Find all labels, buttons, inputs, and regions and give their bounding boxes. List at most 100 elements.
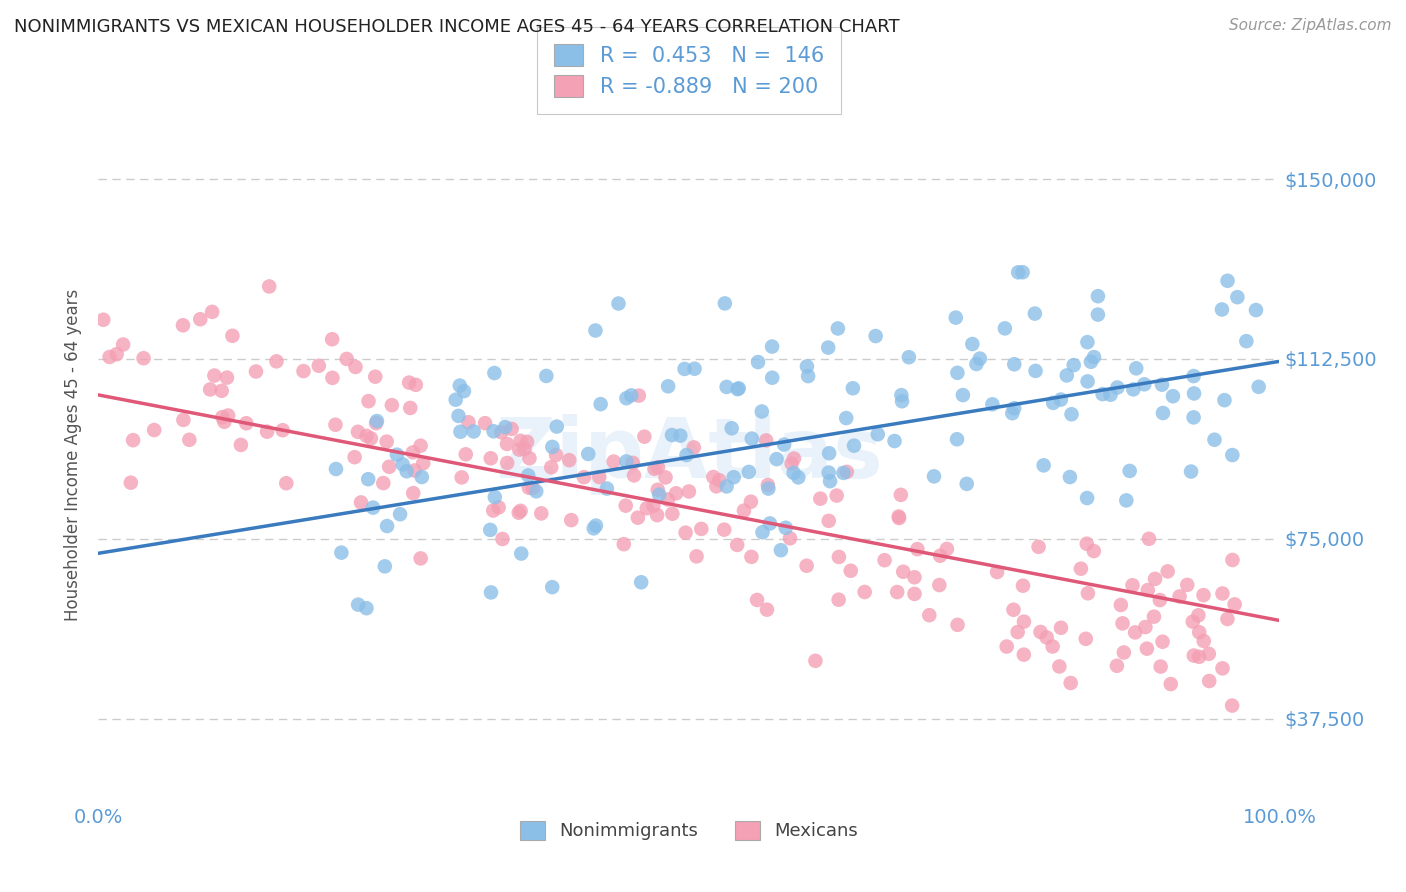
Point [105,347,128,361]
Point [995,640,1018,654]
Point [325,417,347,432]
Point [1149,659,1171,673]
Point [374,559,396,574]
Point [765,452,787,467]
Point [796,359,818,374]
Point [508,506,530,520]
Point [405,377,427,392]
Point [714,296,737,310]
Point [356,601,378,615]
Point [890,388,912,402]
Point [706,479,728,493]
Point [449,378,471,392]
Point [1087,289,1109,303]
Point [1135,620,1157,634]
Point [399,401,422,415]
Point [389,507,412,521]
Point [1076,491,1098,505]
Point [330,546,353,560]
Point [1105,658,1128,673]
Point [508,442,530,457]
Point [669,428,692,442]
Point [211,410,233,425]
Point [517,481,540,495]
Point [623,468,645,483]
Point [614,499,637,513]
Point [1035,631,1057,645]
Point [496,437,519,451]
Text: NONIMMIGRANTS VS MEXICAN HOUSEHOLDER INCOME AGES 45 - 64 YEARS CORRELATION CHART: NONIMMIGRANTS VS MEXICAN HOUSEHOLDER INC… [14,18,900,36]
Point [755,602,778,616]
Point [887,511,910,525]
Point [796,558,818,573]
Point [817,514,839,528]
Point [530,507,553,521]
Point [1188,649,1211,664]
Point [780,457,803,471]
Point [1182,648,1205,663]
Point [1211,661,1233,675]
Point [890,488,912,502]
Point [582,521,605,535]
Point [832,466,855,480]
Point [1012,648,1035,662]
Point [484,490,506,504]
Point [1002,401,1025,416]
Point [761,370,783,384]
Point [509,504,531,518]
Point [607,296,630,310]
Point [336,351,359,366]
Point [647,483,669,497]
Point [91,312,114,326]
Point [412,456,434,470]
Point [347,425,370,439]
Point [727,381,749,395]
Point [479,523,502,537]
Point [378,459,401,474]
Point [585,324,607,338]
Point [1192,634,1215,648]
Point [690,522,713,536]
Point [344,359,367,374]
Point [733,503,755,517]
Point [172,318,194,333]
Point [463,425,485,439]
Point [1136,641,1159,656]
Point [501,422,523,436]
Point [202,368,225,383]
Point [1060,407,1083,421]
Point [1182,369,1205,384]
Point [1144,572,1167,586]
Point [411,470,433,484]
Point [602,454,624,468]
Point [494,420,516,434]
Point [366,416,388,430]
Point [1152,634,1174,648]
Point [675,525,697,540]
Point [454,447,477,461]
Point [797,369,820,384]
Point [827,321,849,335]
Point [627,510,650,524]
Point [350,495,373,509]
Point [1143,609,1166,624]
Point [818,474,841,488]
Point [986,565,1008,579]
Point [755,434,778,448]
Point [245,364,267,378]
Point [292,364,315,378]
Point [897,350,920,364]
Point [544,448,567,462]
Point [488,500,510,515]
Point [817,341,839,355]
Point [524,484,547,499]
Point [817,466,839,480]
Point [1222,553,1244,567]
Point [513,442,536,457]
Point [1007,625,1029,640]
Point [946,617,969,632]
Point [484,366,506,380]
Point [643,499,665,513]
Point [1182,386,1205,401]
Point [347,598,370,612]
